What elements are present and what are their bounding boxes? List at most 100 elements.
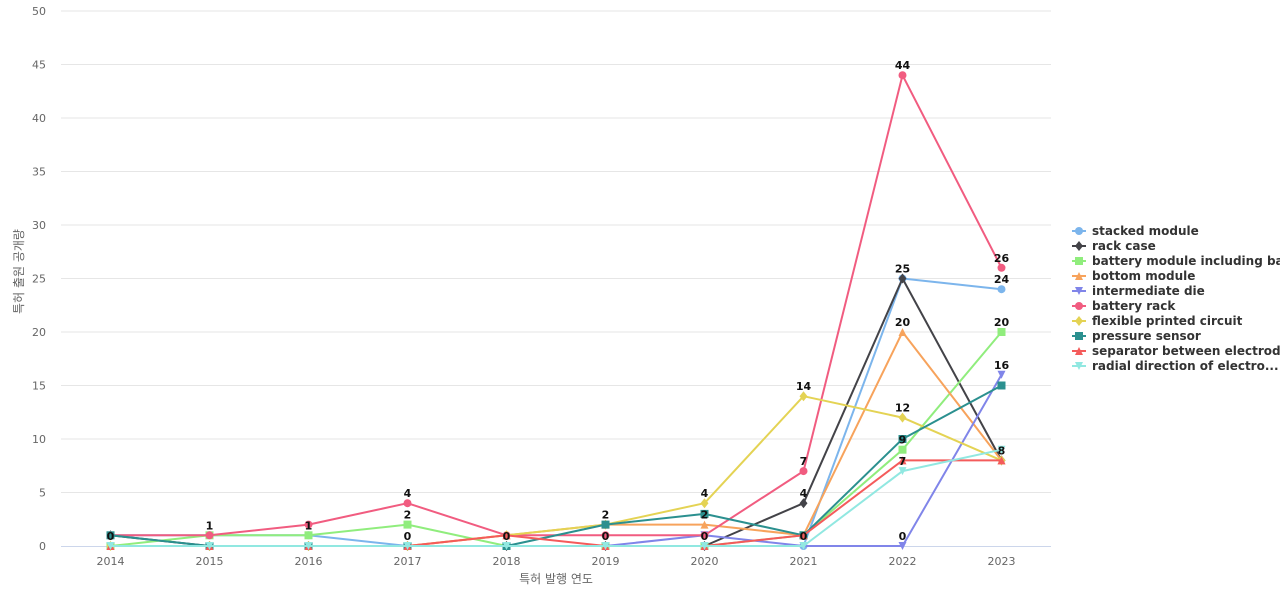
data-label: 8 bbox=[998, 444, 1006, 457]
legend-marker-symbol bbox=[1075, 332, 1083, 340]
legend-marker-symbol bbox=[1075, 362, 1083, 370]
legend-label: separator between electrode bbox=[1092, 344, 1280, 358]
data-label: 0 bbox=[602, 530, 610, 543]
data-label: 20 bbox=[895, 316, 911, 329]
series-point bbox=[403, 542, 412, 550]
series-point bbox=[700, 531, 709, 540]
data-label: 4 bbox=[800, 487, 808, 500]
series-point bbox=[106, 531, 115, 540]
series-point bbox=[601, 531, 610, 540]
legend-item[interactable]: battery module including ba... bbox=[1072, 254, 1280, 268]
y-tick-label: 25 bbox=[32, 273, 46, 286]
legend-item[interactable]: rack case bbox=[1072, 239, 1156, 253]
y-tick-label: 50 bbox=[32, 5, 46, 18]
y-tick-label: 40 bbox=[32, 112, 46, 125]
legend-item[interactable]: battery rack bbox=[1072, 299, 1176, 313]
data-label: 7 bbox=[800, 455, 808, 468]
series-point bbox=[898, 542, 907, 550]
legend-marker-symbol bbox=[1075, 302, 1083, 310]
series-point bbox=[997, 263, 1006, 272]
data-label: 4 bbox=[404, 487, 412, 500]
series-point bbox=[502, 531, 511, 540]
data-label: 0 bbox=[899, 530, 907, 543]
series-point bbox=[304, 531, 313, 540]
x-tick-label: 2019 bbox=[592, 555, 620, 568]
series-point bbox=[997, 445, 1006, 454]
series-point bbox=[997, 370, 1006, 379]
x-tick-label: 2021 bbox=[790, 555, 818, 568]
data-label: 2 bbox=[404, 509, 412, 522]
x-tick-label: 2015 bbox=[196, 555, 224, 568]
x-tick-label: 2018 bbox=[493, 555, 521, 568]
x-tick-label: 2014 bbox=[97, 555, 125, 568]
series-1 bbox=[106, 273, 1006, 551]
legend-label: stacked module bbox=[1092, 224, 1199, 238]
x-tick-label: 2017 bbox=[394, 555, 422, 568]
series-point bbox=[304, 542, 313, 550]
series-point bbox=[601, 542, 610, 550]
series-point bbox=[898, 412, 907, 423]
data-label: 0 bbox=[107, 530, 115, 543]
data-label: 1 bbox=[305, 519, 313, 532]
series-point bbox=[898, 328, 907, 336]
legend-item[interactable]: bottom module bbox=[1072, 269, 1195, 283]
legend-item[interactable]: separator between electrode bbox=[1072, 344, 1280, 358]
series-line bbox=[110, 374, 1003, 547]
series-point bbox=[997, 328, 1006, 336]
data-label: 24 bbox=[994, 273, 1010, 286]
series-line bbox=[110, 277, 1003, 547]
data-label: 1 bbox=[206, 519, 214, 532]
data-label: 26 bbox=[994, 252, 1010, 265]
data-label: 7 bbox=[899, 455, 907, 468]
y-tick-label: 45 bbox=[32, 59, 46, 72]
data-label: 25 bbox=[895, 263, 910, 276]
series-point bbox=[799, 542, 808, 550]
legend-marker-symbol bbox=[1075, 227, 1083, 235]
legend-marker-symbol bbox=[1075, 257, 1083, 265]
data-label: 12 bbox=[895, 402, 910, 415]
legend-marker-symbol bbox=[1075, 272, 1083, 280]
series-point bbox=[106, 542, 115, 550]
grid bbox=[61, 10, 1051, 493]
series-point bbox=[898, 435, 907, 443]
series-point bbox=[502, 542, 511, 550]
legend-item[interactable]: flexible printed circuit bbox=[1072, 314, 1243, 328]
series-line bbox=[110, 74, 1003, 537]
legend-item[interactable]: stacked module bbox=[1072, 224, 1199, 238]
series-point bbox=[700, 542, 709, 550]
series-point bbox=[898, 467, 907, 476]
series-point bbox=[997, 285, 1006, 294]
legend-label: rack case bbox=[1092, 239, 1156, 253]
data-label: 4 bbox=[701, 487, 709, 500]
legend-marker-symbol bbox=[1075, 347, 1083, 355]
legend-label: bottom module bbox=[1092, 269, 1195, 283]
y-axis-title: 특허 출원 공개량 bbox=[12, 229, 26, 314]
legend-item[interactable]: pressure sensor bbox=[1072, 329, 1201, 343]
series-7 bbox=[106, 381, 1006, 550]
legend-item[interactable]: radial direction of electro... bbox=[1072, 359, 1279, 373]
y-tick-label: 30 bbox=[32, 219, 46, 232]
series-line bbox=[110, 395, 1002, 547]
series-point bbox=[997, 381, 1006, 390]
data-label: 20 bbox=[994, 316, 1010, 329]
y-tick-label: 10 bbox=[32, 433, 46, 446]
x-tick-label: 2020 bbox=[691, 555, 719, 568]
x-tick-label: 2022 bbox=[889, 555, 917, 568]
x-tick-label: 2023 bbox=[988, 555, 1016, 568]
series-point bbox=[205, 542, 214, 550]
data-label: 0 bbox=[404, 530, 412, 543]
series-point bbox=[700, 520, 709, 529]
y-tick-label: 35 bbox=[32, 166, 46, 179]
series-point bbox=[799, 467, 808, 476]
data-label: 2 bbox=[701, 509, 709, 522]
legend-label: flexible printed circuit bbox=[1092, 314, 1243, 328]
legend-marker-symbol bbox=[1075, 241, 1083, 251]
legend-item[interactable]: intermediate die bbox=[1072, 284, 1205, 298]
x-axis-ticks: 2014 2015 2016 2017 2018 2019 2020 2021 2022 2023 bbox=[97, 555, 1016, 568]
legend-marker-symbol bbox=[1075, 287, 1083, 295]
y-tick-label: 15 bbox=[32, 380, 46, 393]
data-label: 0 bbox=[800, 530, 808, 543]
